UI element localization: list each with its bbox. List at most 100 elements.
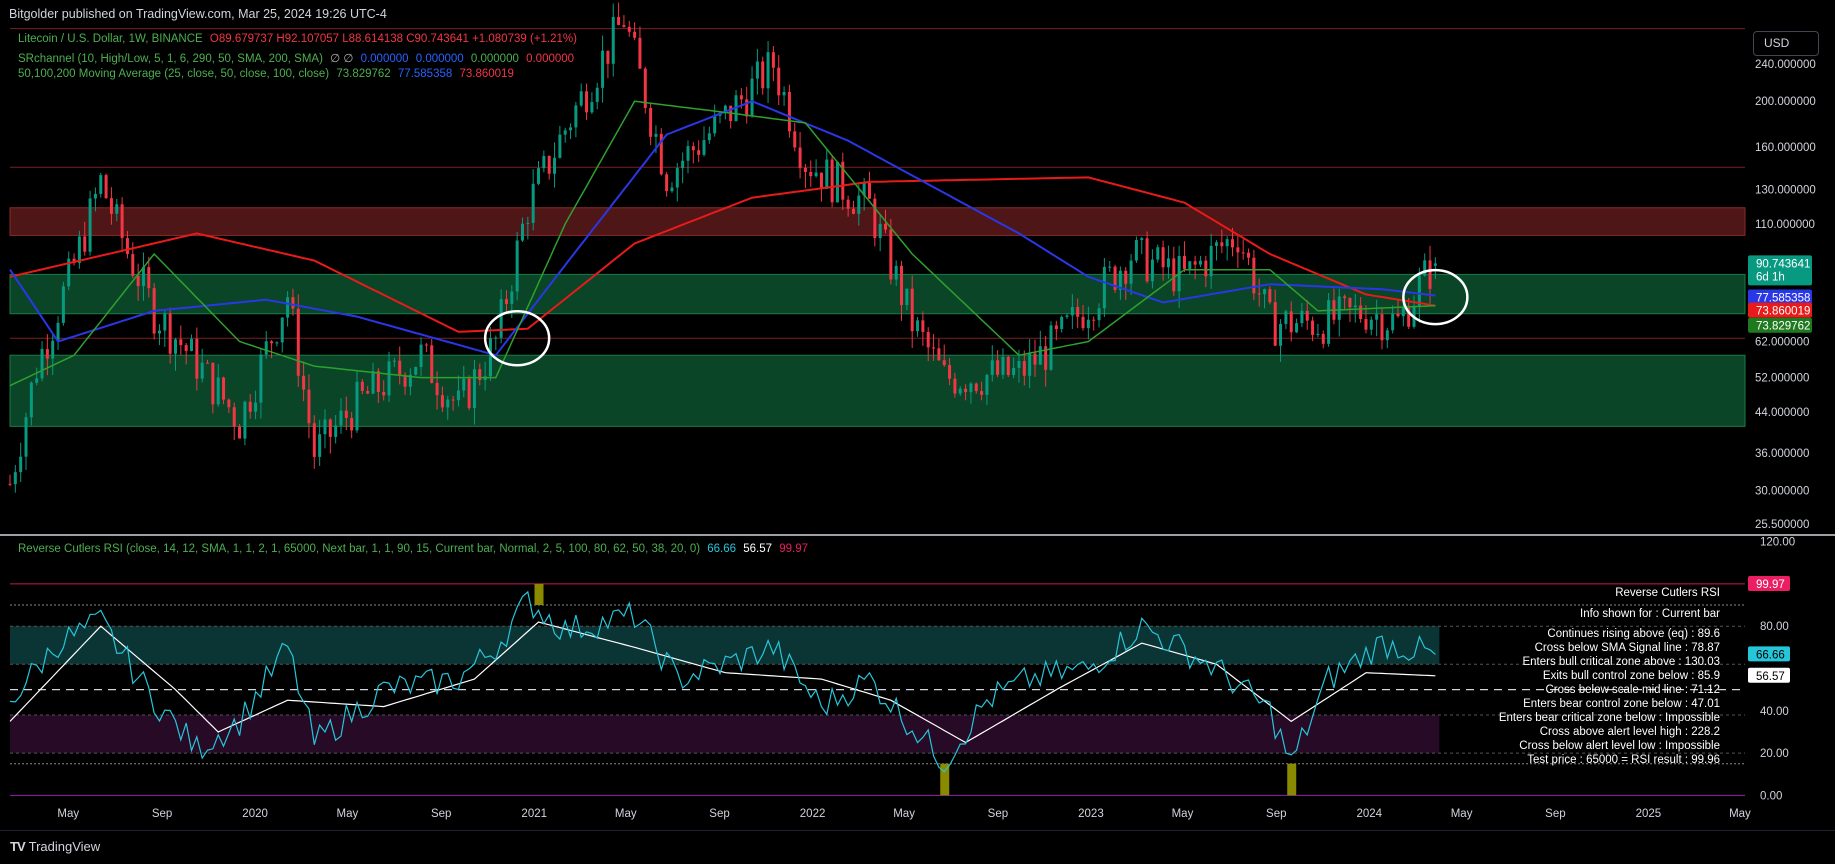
candle-body [713,115,717,134]
candle-body [216,377,220,405]
candle-body [1289,311,1293,333]
candle-body [1252,257,1256,294]
candle-body [387,361,391,396]
rsi-info-line: Continues rising above (eq) : 89.6 [1547,628,1720,640]
candle-body [222,377,226,400]
candle-body [932,347,936,349]
candle-body [1209,245,1213,277]
candle-body [1065,315,1069,317]
candle-body [35,378,39,383]
candle-body [1359,305,1363,320]
candle-body [1391,313,1395,331]
candle-body [825,159,829,189]
candle-body [1220,242,1224,247]
candle-body [606,50,610,64]
candle-body [905,288,909,306]
candle-body [798,147,802,168]
candle-body [1321,333,1325,344]
rsi-info-line: Cross above alert level high : 228.2 [1539,726,1720,738]
rsi-tick-label: 120.00 [1760,537,1795,549]
badge-ma200-bg [1748,302,1812,318]
candle-body [1060,316,1064,330]
candle-body [125,238,129,255]
candle-body [803,167,807,172]
time-tick-label: May [1451,808,1473,820]
candle-body [1337,296,1341,320]
candle-body [280,317,284,343]
candle-body [953,378,957,394]
candle-body [654,133,658,137]
candle-body [478,369,482,381]
time-tick-label: May [337,808,359,820]
candle-body [910,288,914,332]
candle-body [974,383,978,392]
candle-body [563,130,567,135]
time-tick-label: 2020 [242,808,268,820]
legend-rsi[interactable]: Reverse Cutlers RSI (close, 14, 12, SMA,… [18,543,812,555]
time-tick-label: 2023 [1078,808,1104,820]
candle-body [1396,313,1400,317]
tradingview-logo[interactable]: TV TradingView [10,839,100,854]
badge-rsi-signal-text: 56.57 [1756,671,1785,683]
candle-body [232,407,236,427]
hand-drawn-markers [483,268,1469,367]
price-tick-label: 110.000000 [1755,219,1815,231]
candle-body [408,374,412,387]
candle-body [424,344,428,346]
rsi-info-panel: Continues rising above (eq) : 89.6 Cross … [1380,627,1720,767]
badge-ma100: 77.585358 [1748,289,1812,305]
candle-body [323,419,327,435]
time-tick-label: 2025 [1636,808,1662,820]
legend-ma-v1: 73.829762 [336,68,391,80]
rsi-info-line: Test price : 65000 = RSI result : 99.96 [1527,754,1720,766]
legend-ma-name: 50,100,200 Moving Average (25, close, 50… [18,68,330,80]
currency-button[interactable]: USD [1753,31,1819,56]
legend-ohlc: O89.679737 H92.107057 L88.614138 C90.743… [209,33,577,45]
candle-body [392,360,396,362]
candle-body [1193,261,1197,265]
candle-body [980,391,984,395]
legend-main[interactable]: Litecoin / U.S. Dollar, 1W, BINANCE O89.… [18,33,581,45]
candle-body [141,267,145,287]
candle-body [1300,310,1304,324]
candle-body [350,417,354,431]
rsi-tick-label: 40.00 [1760,706,1789,718]
moving-averages [9,100,1436,387]
legend-rsi-v2: 56.57 [743,543,773,555]
candle-body [595,87,599,103]
rsi-info-line: Exits bull control zone below : 85.9 [1542,670,1720,682]
candle-body [1198,260,1202,265]
candle-body [878,223,882,239]
published-text: Bitgolder published on TradingView.com, … [9,7,387,21]
footer-brand: TradingView [28,839,101,854]
candle-body [494,337,498,339]
candle-body [1145,238,1149,282]
candle-body [296,308,300,376]
legend-srchannel[interactable]: SRchannel (10, High/Low, 5, 1, 6, 290, 5… [18,51,578,65]
candle-body [238,426,242,439]
candle-body [1001,356,1005,375]
candle-body [809,171,813,177]
candle-body [1385,330,1389,341]
price-tick-label: 44.000000 [1755,407,1809,419]
rsi-tick-label: 80.00 [1760,621,1789,633]
candle-body [675,168,679,188]
candle-body [1380,314,1384,341]
candle-body [1092,319,1096,321]
legend-ma[interactable]: 50,100,200 Moving Average (25, close, 50… [18,68,518,80]
candle-body [681,160,685,169]
candle-body [1022,361,1026,376]
time-tick-label: Sep [988,808,1008,820]
candle-body [67,258,71,287]
badge-rsi-signal: 56.57 [1748,667,1790,683]
candle-body [531,183,535,223]
candle-body [163,313,167,331]
candle-body [430,345,434,383]
candle-body [574,105,578,128]
candle-body [611,16,615,64]
candle-body [318,434,322,457]
candle-body [793,131,797,148]
candle-body [29,382,33,418]
rsi-info-line: Cross below scale mid line : 71.12 [1545,684,1721,696]
